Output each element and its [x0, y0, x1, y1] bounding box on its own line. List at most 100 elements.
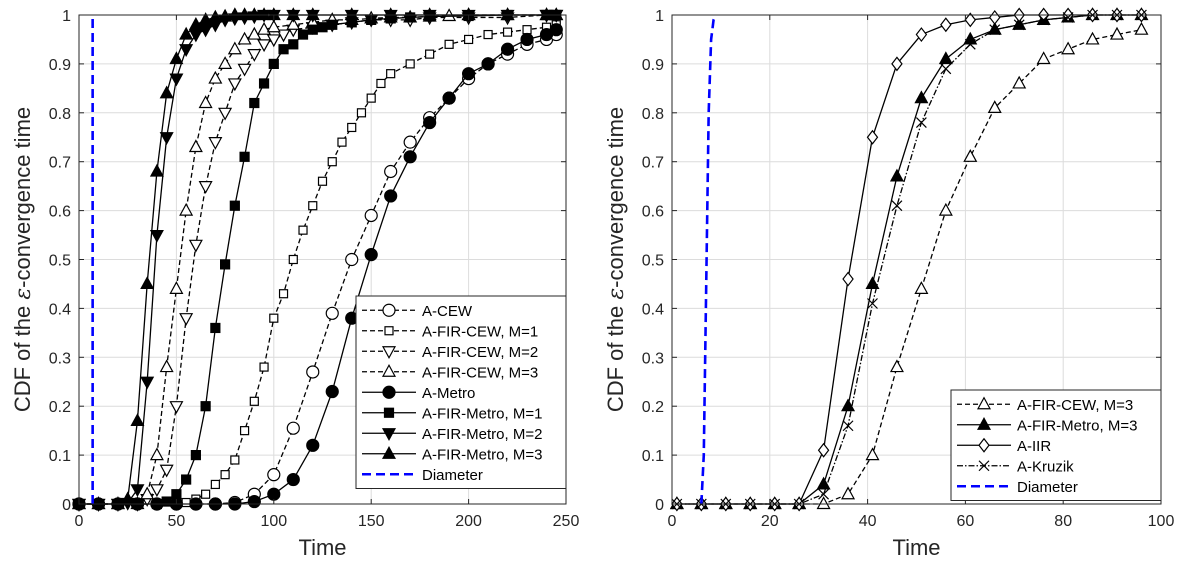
- legend-marker: [381, 363, 397, 377]
- data-point: [325, 384, 339, 399]
- y-axis-label: CDF of the ε-convergence time: [603, 107, 629, 412]
- data-point: [188, 17, 203, 30]
- data-point: [258, 78, 270, 89]
- marker-x-stroke: [891, 200, 903, 212]
- legend-item: A-CEW: [362, 303, 473, 320]
- legend-marker: [383, 407, 395, 418]
- data-point: [347, 122, 357, 133]
- data-point: [964, 12, 977, 28]
- data-point: [268, 58, 279, 70]
- x-tick-label: 20: [761, 513, 779, 530]
- legend-label: A-FIR-Metro, M=1: [422, 405, 542, 422]
- data-point: [356, 108, 367, 118]
- data-point: [308, 201, 318, 211]
- data-point: [915, 27, 928, 43]
- y-axis-label-part: CDF of the: [10, 300, 35, 412]
- marker-x-stroke: [867, 298, 878, 309]
- tick-labels: 0 20 40 60 80 100 0 0.1 0.2 0.3 0.4 0.5 0.6 0.7 0.8 0.9…: [642, 8, 1175, 530]
- data-point: [218, 107, 233, 121]
- data-point: [239, 151, 250, 162]
- data-point: [201, 489, 211, 499]
- marker-x-stroke: [842, 420, 854, 432]
- data-point: [198, 95, 213, 109]
- data-point: [502, 27, 513, 37]
- y-tick-label: 0.7: [49, 155, 71, 172]
- legend: A-CEW A-FIR-CEW, M=1 A-FIR-CEW, M=2 A-FIR-C…: [355, 295, 567, 489]
- marker-x-stroke: [1038, 14, 1050, 26]
- data-point: [405, 59, 415, 69]
- x-tick-label: 0: [668, 513, 677, 530]
- data-point: [247, 494, 261, 509]
- data-point: [91, 496, 106, 510]
- marker-x-stroke: [1062, 12, 1074, 23]
- data-point: [286, 421, 300, 435]
- legend-label: A-FIR-CEW, M=2: [422, 344, 538, 361]
- data-point: [288, 39, 299, 50]
- data-point: [889, 168, 904, 182]
- legend-label: Diameter: [422, 467, 483, 484]
- data-point: [208, 9, 223, 23]
- data-point: [384, 164, 398, 179]
- data-point: [305, 7, 320, 21]
- data-point: [159, 132, 174, 146]
- legend-label: A-Metro: [422, 385, 475, 402]
- data-point: [425, 49, 435, 59]
- data-point: [345, 252, 359, 267]
- marker-x-stroke: [964, 38, 976, 50]
- data-point: [267, 468, 281, 482]
- data-point: [269, 313, 279, 323]
- data-point: [227, 7, 242, 21]
- data-point: [842, 420, 854, 432]
- data-point: [964, 38, 976, 50]
- legend-marker: [384, 326, 394, 336]
- data-point: [198, 12, 213, 25]
- data-point: [181, 474, 192, 485]
- legend-marker: [976, 396, 992, 410]
- legend-item: A-FIR-Metro, M=1: [362, 405, 542, 422]
- legend-item: A-IIR: [957, 438, 1051, 455]
- y-tick-label: 0: [62, 497, 71, 514]
- x-tick-label: 100: [1148, 513, 1175, 530]
- legend-label: A-FIR-Metro, M=3: [422, 446, 542, 463]
- x-tick-label: 0: [75, 513, 84, 530]
- x-tick-label: 200: [455, 513, 482, 530]
- data-point: [816, 496, 831, 510]
- data-point: [940, 17, 952, 33]
- legend-label: A-FIR-CEW, M=3: [422, 364, 538, 381]
- data-point: [266, 19, 281, 33]
- data-point: [247, 49, 262, 62]
- y-tick-label: 1: [655, 8, 664, 25]
- y-axis-label: CDF of the ε-convergence time: [10, 107, 36, 412]
- series-5: [700, 14, 718, 505]
- data-point: [149, 484, 164, 498]
- x-tick-label: 100: [260, 513, 287, 530]
- data-point: [403, 150, 417, 164]
- data-point: [179, 26, 194, 40]
- y-axis-label-part: ε: [11, 288, 36, 300]
- data-point: [383, 7, 398, 21]
- data-point: [817, 442, 830, 458]
- legend-item: Diameter: [957, 479, 1078, 496]
- data-point: [522, 25, 532, 35]
- data-point: [220, 259, 231, 270]
- y-tick-label: 0.8: [642, 106, 664, 123]
- data-point: [938, 202, 953, 216]
- data-point: [159, 464, 174, 478]
- x-axis-label: Time: [892, 535, 940, 560]
- y-axis-label-part: -convergence time: [603, 107, 628, 288]
- legend-item: A-FIR-Metro, M=2: [362, 426, 542, 443]
- data-point: [344, 7, 359, 21]
- data-point: [227, 78, 242, 92]
- marker-x-stroke: [915, 117, 927, 129]
- data-point: [198, 181, 213, 194]
- y-tick-label: 0.9: [642, 57, 664, 74]
- y-tick-label: 0.3: [49, 350, 71, 367]
- data-point: [306, 438, 320, 452]
- data-point: [1013, 19, 1025, 31]
- data-point: [140, 376, 155, 390]
- data-point: [181, 497, 191, 508]
- data-point: [938, 51, 953, 65]
- data-point: [220, 470, 230, 480]
- data-point: [539, 7, 554, 21]
